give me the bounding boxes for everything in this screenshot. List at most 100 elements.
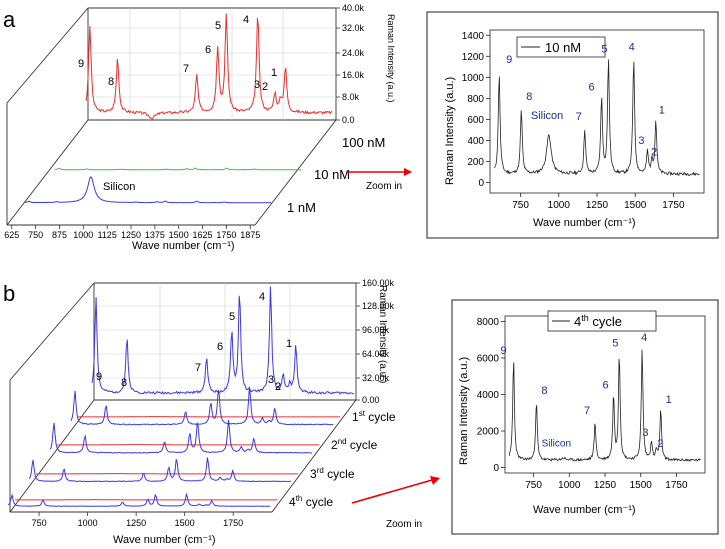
waterfall-a-grid <box>88 8 336 120</box>
zoom-b-plot-area <box>504 315 706 474</box>
zoom-a-xlabel: Wave number (cm⁻¹) <box>533 217 636 229</box>
zoom-a-ytick-label: 0 <box>478 178 484 189</box>
waterfall-a-xtick-label: 875 <box>52 230 67 240</box>
zoom-a-yticks: 0 200 400 600 800 1000 1200 1400 <box>462 31 490 189</box>
waterfall-b-cycle-trace <box>7 492 271 507</box>
waterfall-b-peak-label-6: 6 <box>217 341 223 353</box>
waterfall-b-zticks: 0.00 32.00k 64.00k 96.00k 128.00k 160.00k <box>356 278 395 405</box>
waterfall-a-zticks: 0.0 8.0k 16.0k 24.0k 32.0k 40.0k <box>336 3 365 125</box>
zoom-a-peak-label-5: 5 <box>601 43 607 55</box>
zoom-a-peak-label-2: 2 <box>651 146 657 158</box>
waterfall-b-peak-label-4: 4 <box>259 291 265 303</box>
trace-10nM <box>55 167 302 171</box>
zoom-in-label-a: Zoom in <box>366 181 402 192</box>
waterfall-a-xtick-label: 1625 <box>193 230 213 240</box>
waterfall-a-xtick-label: 750 <box>28 230 43 240</box>
waterfall-a-xtick-label: 1875 <box>240 230 260 240</box>
waterfall-b-zlabel: Raman Intensity (a.u.) <box>377 285 388 383</box>
zoom-a-ytick-label: 1200 <box>462 52 485 63</box>
waterfall-a-peak-label-3: 3 <box>254 79 260 91</box>
cycle-label-2: 2nd cycle <box>331 437 378 452</box>
zoom-a-xtick-label: 1250 <box>586 200 609 211</box>
zoom-box-a <box>426 11 719 239</box>
zoom-b-ytick-label: 2000 <box>477 427 500 438</box>
zoom-a-ytick-label: 1400 <box>462 31 485 42</box>
zoom-b-peak-label-2: 2 <box>657 438 663 450</box>
waterfall-a-xtick-label: 1750 <box>216 230 236 240</box>
waterfall-b-cycle-trace <box>91 286 355 395</box>
waterfall-a-peak-label-7: 7 <box>183 63 189 75</box>
cycle-label-3: 3rd cycle <box>310 466 355 481</box>
zoom-b-yticks: 0 2000 4000 6000 8000 <box>477 317 505 474</box>
zoom-b-legend <box>547 310 657 332</box>
zoom-b-ytick-label: 6000 <box>477 353 500 364</box>
zoom-a-ytick-label: 800 <box>467 94 484 105</box>
zoom-a-xtick-label: 750 <box>512 200 529 211</box>
zoom-box-b <box>451 299 719 535</box>
waterfall-b-xtick-label: 1750 <box>223 518 243 528</box>
waterfall-b-xtick-label: 750 <box>32 518 47 528</box>
zoom-b-silicon-label: Silicon <box>542 438 571 449</box>
panel-a: a 625 750 875 1000 1125 1250 1375 1500 1625 1750 1… <box>3 3 719 252</box>
waterfall-b-peak-label-8: 8 <box>121 377 127 389</box>
waterfall-a-xtick-label: 1125 <box>97 230 116 240</box>
waterfall-b-ztick-label: 64.00k <box>362 349 390 359</box>
waterfall-a-peak-label-6: 6 <box>205 44 211 56</box>
zoom-b-peak-label-5: 5 <box>612 337 618 349</box>
waterfall-b-peak-label-7: 7 <box>195 362 201 374</box>
zoom-a-silicon-label: Silicon <box>531 110 563 122</box>
waterfall-b-xticks: 750 1000 1250 1500 1750 <box>32 512 243 528</box>
trace-label-10nM: 10 nM <box>314 167 350 182</box>
waterfall-a-ztick-label: 40.0k <box>342 3 365 13</box>
zoom-b-peak-label-9: 9 <box>501 345 507 357</box>
cycle-label-4: 4th cycle <box>289 494 333 509</box>
zoom-b-peak-label-1: 1 <box>666 394 672 406</box>
zoom-b-ytick-label: 0 <box>493 463 499 474</box>
waterfall-a-xtick-label: 1250 <box>121 230 141 240</box>
waterfall-b-traces <box>7 286 355 507</box>
waterfall-b-peak-label-3: 3 <box>268 374 274 386</box>
zoom-b-xlabel: Wave number (cm⁻¹) <box>533 504 636 516</box>
waterfall-a-xtick-label: 1000 <box>73 230 93 240</box>
zoom-b-xticks: 750 1000 1250 1500 1750 <box>525 473 688 491</box>
zoom-b-peak-label-4: 4 <box>641 332 647 344</box>
waterfall-b-xlabel: Wave number (cm⁻¹) <box>113 534 216 546</box>
waterfall-a-peak-labels: 9 8 7 65 4 3 21 <box>78 14 277 93</box>
zoom-a-xtick-label: 1000 <box>548 200 571 211</box>
waterfall-b-peak-label-5: 5 <box>229 311 235 323</box>
waterfall-a-peak-label-2: 2 <box>262 81 268 93</box>
zoom-a-ytick-label: 1000 <box>462 73 485 84</box>
waterfall-b-xtick-label: 1500 <box>175 518 195 528</box>
waterfall-b-ztick-label: 32.00k <box>362 373 390 383</box>
waterfall-a-ztick-label: 16.0k <box>342 70 365 80</box>
zoom-b-ytick-label: 8000 <box>477 317 500 328</box>
zoom-a-ytick-label: 400 <box>467 136 484 147</box>
waterfall-a-peak-label-8: 8 <box>108 76 114 88</box>
zoom-arrow-a <box>346 168 412 176</box>
waterfall-a-peak-label-4: 4 <box>243 14 249 26</box>
zoom-in-label-b: Zoom in <box>386 519 422 530</box>
waterfall-b-cycle-labels: 1st cycle 2nd cycle 3rd cycle 4th cycle <box>289 409 396 509</box>
zoom-b-xtick-label: 750 <box>525 480 542 491</box>
zoom-a-ytick-label: 200 <box>467 157 484 168</box>
zoom-a-peak-label-3: 3 <box>638 135 644 147</box>
zoom-a-spectrum-line <box>494 59 700 177</box>
zoom-b-peak-label-7: 7 <box>584 405 590 417</box>
waterfall-b-cycle-trace <box>49 419 313 454</box>
waterfall-b-ztick-label: 128.00k <box>362 301 395 311</box>
waterfall-a-peak-label-1: 1 <box>271 67 277 79</box>
trace-1nM <box>25 176 272 204</box>
waterfall-b-peak-label-1: 1 <box>286 338 292 350</box>
zoom-a-peak-label-6: 6 <box>589 81 595 93</box>
waterfall-b-grid <box>94 283 356 400</box>
zoom-b-xtick-label: 1000 <box>558 480 581 491</box>
waterfall-a-ztick-label: 8.0k <box>342 92 360 102</box>
trace-100nM <box>85 13 333 120</box>
zoom-a-peak-label-9: 9 <box>506 54 512 66</box>
waterfall-b-xtick-label: 1000 <box>78 518 98 528</box>
zoom-b-xtick-label: 1500 <box>630 480 653 491</box>
zoom-a-xtick-label: 1500 <box>624 200 647 211</box>
zoom-a-xticks: 750 1000 1250 1500 1750 <box>512 193 685 211</box>
waterfall-a-frame <box>6 7 337 226</box>
